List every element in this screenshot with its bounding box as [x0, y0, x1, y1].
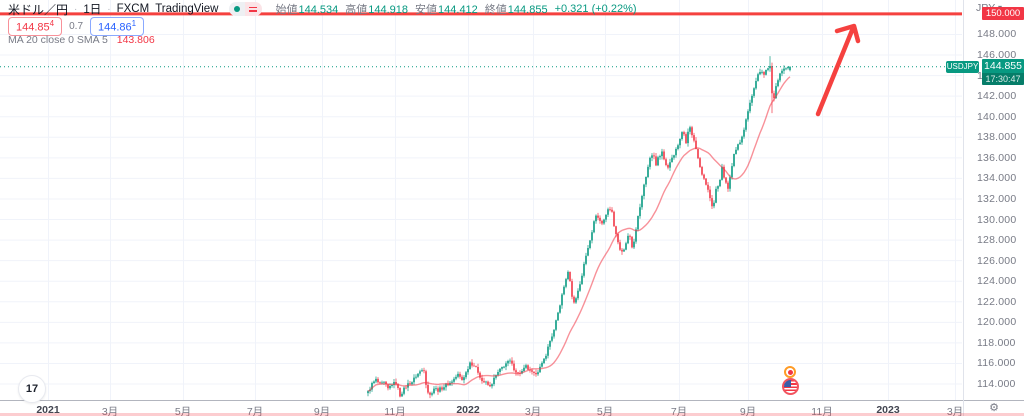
price-tick-label: 134.000 — [977, 172, 1017, 185]
time-tick-month: 11月 — [384, 406, 406, 416]
time-tick-month: 7月 — [246, 406, 264, 416]
time-tick-month: 7月 — [670, 406, 688, 416]
close-label: 終値 — [484, 4, 507, 16]
price-tick-label: 132.000 — [977, 192, 1017, 205]
event-marker-icon[interactable] — [784, 366, 796, 378]
chart-plot-area[interactable] — [0, 0, 963, 400]
last-price-value: 144.855 — [984, 60, 1022, 73]
price-tick-label: 122.000 — [977, 295, 1017, 308]
interval-label[interactable]: 1日 — [83, 4, 102, 16]
candlestick-chart — [0, 0, 962, 400]
price-tick-label: 114.000 — [977, 378, 1016, 390]
time-tick-month: 3月 — [524, 406, 542, 416]
ohlc-values: 始値144.534 高値144.918 安値144.412 終値144.855 … — [276, 1, 637, 17]
time-tick-month: 11月 — [811, 406, 833, 416]
price-tick-label: 118.000 — [977, 336, 1016, 349]
indicator-value: 143.806 — [116, 34, 155, 46]
price-tick-label: 146.000 — [977, 49, 1017, 62]
low-value: 144.412 — [438, 4, 478, 16]
time-axis[interactable]: 2021 3月 5月 7月 9月 11月 2022 3月 5月 7月 9月 11月 2023 3月 — [0, 400, 1024, 416]
high-label: 高値 — [345, 4, 368, 16]
market-status-icon[interactable] — [228, 2, 245, 16]
time-tick-month: 5月 — [174, 406, 192, 416]
time-tick-month: 9月 — [313, 406, 331, 416]
price-tick-label: 140.000 — [977, 110, 1017, 123]
spread-value: 0.7 — [69, 20, 84, 32]
price-line-symbol-tag: USDJPY — [946, 60, 979, 73]
price-tick-label: 126.000 — [977, 254, 1017, 267]
time-tick-month: 3月 — [946, 406, 964, 416]
open-label: 始値 — [275, 4, 298, 16]
low-label: 安値 — [415, 4, 438, 16]
time-tick-year: 2021 — [36, 404, 60, 416]
time-tick-year: 2023 — [876, 404, 900, 416]
price-tick-label: 130.000 — [977, 213, 1017, 226]
indicator-legend[interactable]: MA 20 close 0 SMA 5 143.806 — [8, 34, 155, 46]
legend-badges — [228, 2, 262, 16]
chart-legend: 米ドル／円 · 1日 · FXCM TradingView 始値144.534 … — [8, 1, 637, 17]
symbol-title[interactable]: 米ドル／円 — [8, 2, 69, 17]
sell-button[interactable]: 144.854 — [8, 17, 63, 36]
time-tick-month: 5月 — [596, 406, 614, 416]
trade-buttons: 144.854 0.7 144.861 — [8, 17, 145, 36]
us-flag-event-icon[interactable] — [782, 378, 799, 395]
time-tick-month: 3月 — [101, 406, 119, 416]
price-tick-label: 128.000 — [977, 234, 1017, 247]
price-tick-label: 136.000 — [977, 151, 1017, 164]
bottom-red-strip — [0, 413, 1024, 416]
gear-icon[interactable]: ⚙ — [989, 401, 999, 414]
indicator-label: MA 20 close 0 SMA 5 — [8, 34, 108, 46]
bar-countdown: 17:30:47 — [982, 73, 1024, 86]
high-value: 144.918 — [368, 4, 409, 16]
exchange-label: FXCM — [116, 3, 150, 15]
axis-settings-corner: ⚙ — [963, 400, 1024, 416]
price-tick-label: 124.000 — [977, 275, 1017, 288]
price-axis[interactable]: JPY ▾ 148.000146.000144.000142.000140.00… — [963, 0, 1024, 400]
brand-label: TradingView — [155, 3, 219, 15]
legend-menu-icon[interactable] — [244, 2, 262, 16]
price-tick-label: 120.000 — [977, 316, 1017, 329]
open-value: 144.534 — [298, 4, 339, 16]
price-tick-label: 116.000 — [977, 357, 1016, 370]
tradingview-logo[interactable]: 17 — [18, 375, 46, 403]
price-tick-label: 142.000 — [977, 90, 1017, 103]
alert-price-label[interactable]: 150.000 — [982, 7, 1024, 21]
time-tick-month: 9月 — [739, 406, 757, 416]
change-value: +0.321 (+0.22%) — [554, 3, 637, 15]
last-price-label: 144.855 17:30:47 — [982, 59, 1024, 86]
time-tick-year: 2022 — [456, 404, 480, 416]
price-tick-label: 138.000 — [977, 131, 1017, 144]
price-tick-label: 148.000 — [977, 28, 1017, 41]
buy-button[interactable]: 144.861 — [90, 17, 145, 36]
close-value: 144.855 — [507, 4, 548, 16]
